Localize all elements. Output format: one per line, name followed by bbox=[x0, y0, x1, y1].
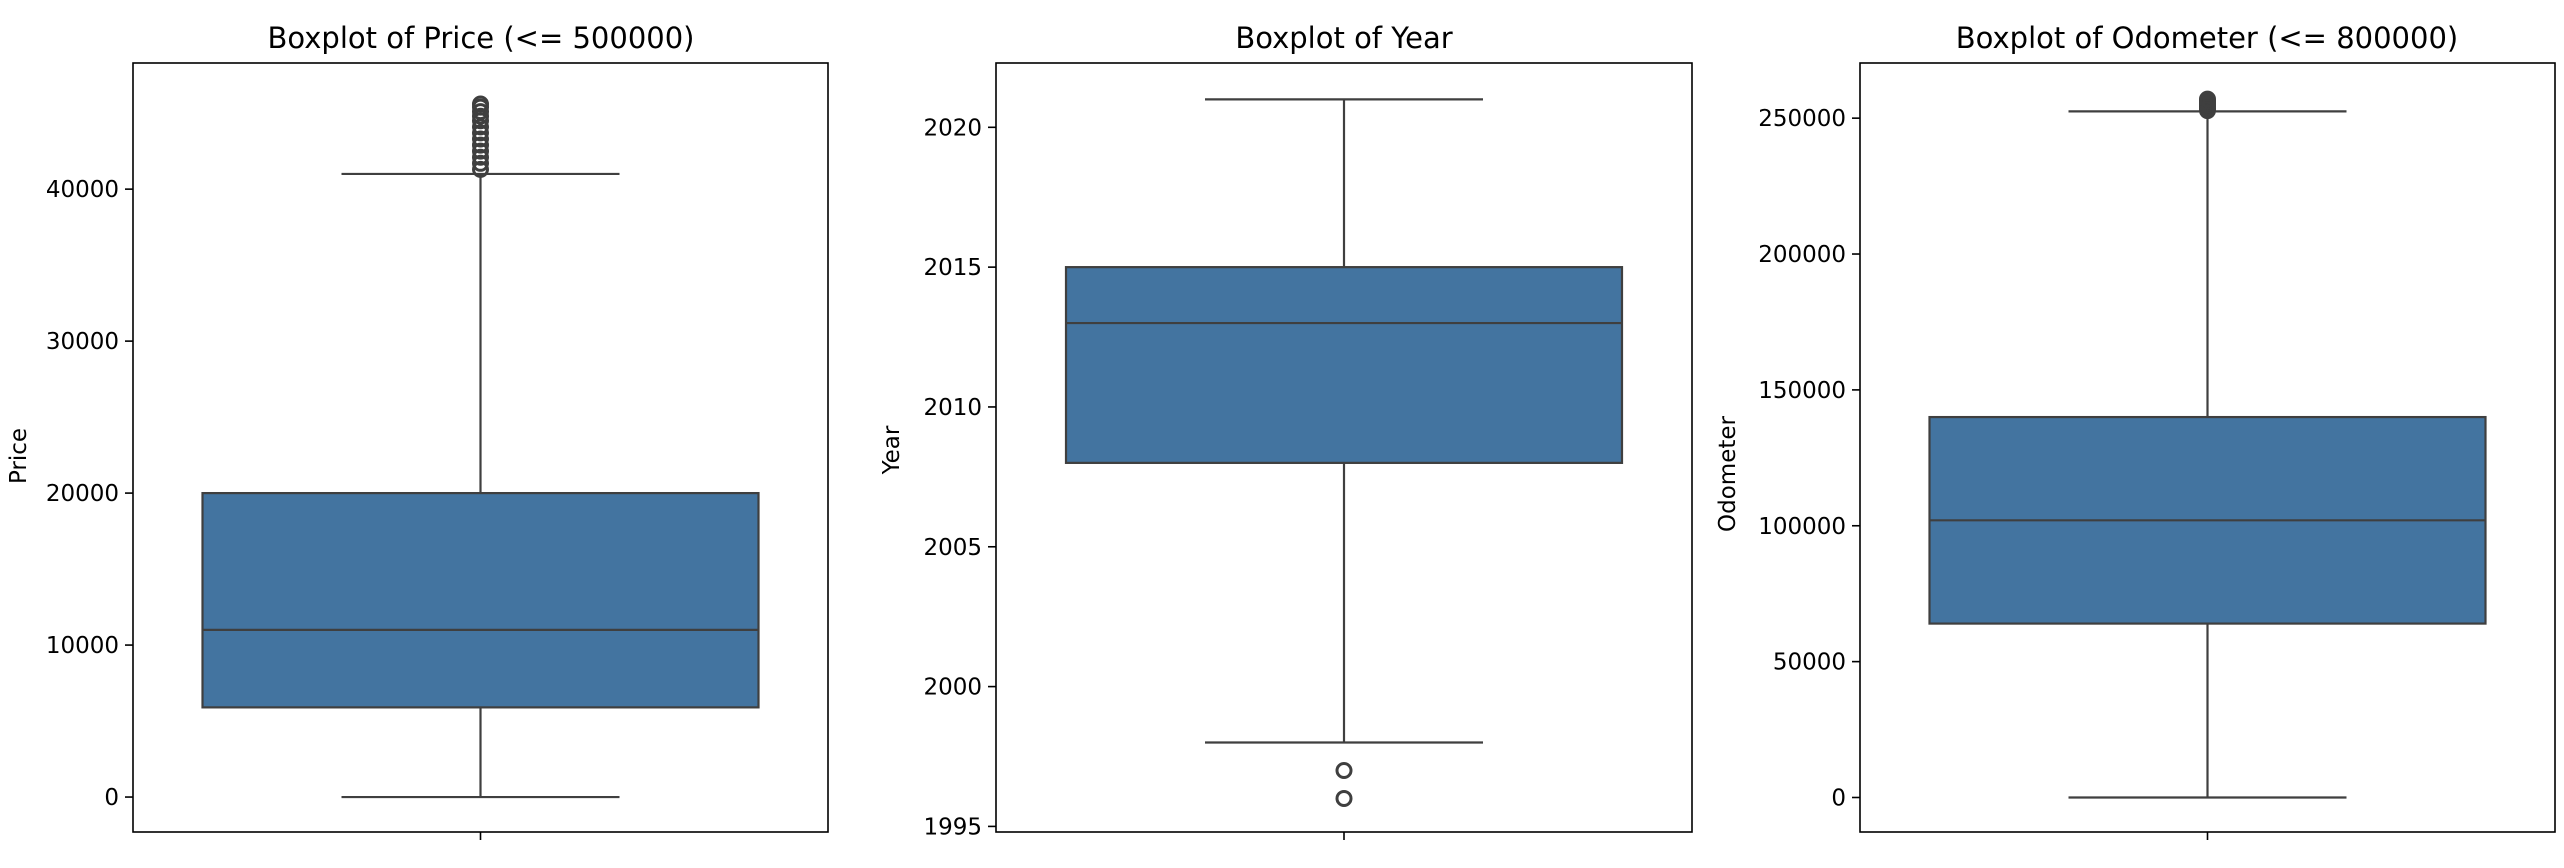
price-plot-area bbox=[201, 95, 760, 799]
year-y-tick-label: 2000 bbox=[923, 675, 982, 701]
price-outlier-point bbox=[472, 130, 489, 148]
price-outlier-point bbox=[472, 154, 489, 172]
price-iqr-box bbox=[201, 491, 760, 709]
year-outlier-point bbox=[1335, 789, 1353, 807]
odometer-y-tick-label: 150000 bbox=[1758, 378, 1846, 404]
year-y-axis-ticks: 1995 2000 2005 2010 2015 2020 bbox=[923, 115, 1345, 840]
odometer-y-tick-label: 0 bbox=[1831, 785, 1846, 811]
price-outlier-point bbox=[472, 95, 489, 113]
year-y-tick-label: 2005 bbox=[923, 535, 982, 561]
price-outlier-point bbox=[472, 148, 489, 166]
price-outlier-point bbox=[472, 136, 489, 154]
year-y-axis-label: Year bbox=[879, 425, 905, 475]
year-y-tick-label: 2020 bbox=[923, 115, 982, 141]
year-y-tick-label: 2015 bbox=[923, 255, 982, 281]
price-y-tick-label: 10000 bbox=[46, 633, 119, 659]
price-y-axis-label: Price bbox=[6, 428, 32, 484]
price-outlier-point bbox=[472, 160, 489, 178]
odometer-y-axis-ticks: 0 50000 100000 150000 200000 250000 bbox=[1758, 106, 2209, 840]
price-plot-frame bbox=[132, 62, 829, 833]
odometer-y-tick-label: 100000 bbox=[1758, 514, 1846, 540]
year-chart-title: Boxplot of Year bbox=[1235, 21, 1452, 55]
odometer-plot-area bbox=[1928, 90, 2487, 799]
year-plot-frame bbox=[995, 62, 1693, 833]
price-outlier-point bbox=[472, 142, 489, 160]
odometer-boxplot-panel: Boxplot of Odometer (<= 800000) Odometer… bbox=[1715, 21, 2556, 840]
price-y-tick-label: 20000 bbox=[46, 481, 119, 507]
price-boxplot-panel: Boxplot of Price (<= 500000) Price 0 1000… bbox=[6, 21, 829, 840]
price-y-tick-label: 30000 bbox=[46, 329, 119, 355]
price-y-tick-label: 0 bbox=[104, 785, 119, 811]
odometer-y-tick-label: 50000 bbox=[1773, 650, 1846, 676]
odometer-y-tick-label: 250000 bbox=[1758, 106, 1846, 132]
year-plot-area bbox=[1064, 98, 1624, 807]
year-boxplot-panel: Boxplot of Year Year 1995 2000 2005 2010 201… bbox=[879, 21, 1693, 840]
year-y-tick-label: 2010 bbox=[923, 395, 982, 421]
price-outlier-point bbox=[472, 124, 489, 142]
year-outlier-point bbox=[1335, 761, 1353, 779]
odometer-plot-frame bbox=[1859, 62, 2556, 833]
odometer-chart-title: Boxplot of Odometer (<= 800000) bbox=[1956, 21, 2458, 55]
year-iqr-box bbox=[1064, 266, 1624, 464]
odometer-y-tick-label: 200000 bbox=[1758, 242, 1846, 268]
year-y-tick-label: 1995 bbox=[923, 814, 982, 840]
price-chart-title: Boxplot of Price (<= 500000) bbox=[268, 21, 695, 55]
price-y-tick-label: 40000 bbox=[46, 177, 119, 203]
odometer-outlier-point bbox=[2199, 90, 2216, 108]
price-y-axis-ticks: 0 10000 20000 30000 40000 bbox=[46, 177, 482, 840]
odometer-y-axis-label: Odometer bbox=[1715, 415, 1741, 531]
